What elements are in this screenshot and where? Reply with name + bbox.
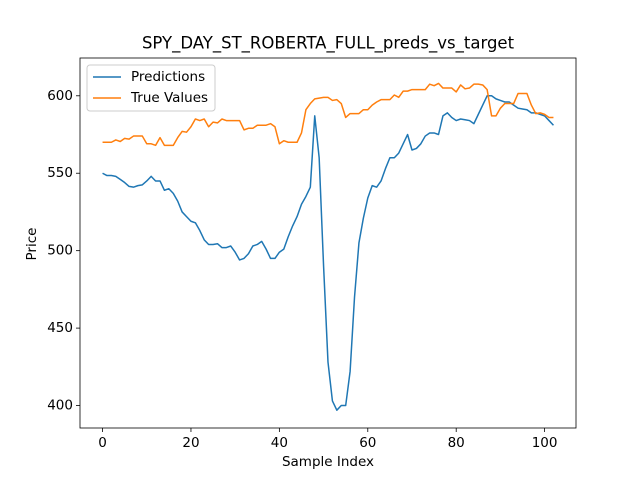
x-tick-label: 20 [182, 435, 199, 451]
x-tick-label: 40 [271, 435, 288, 451]
y-tick-label: 400 [47, 398, 73, 414]
x-axis-label: Sample Index [282, 454, 374, 470]
x-tick-label: 100 [532, 435, 558, 451]
y-tick-label: 500 [47, 243, 73, 259]
y-tick-label: 450 [47, 320, 73, 336]
legend-label: Predictions [131, 69, 205, 85]
line-series [102, 82, 554, 147]
y-tick-label: 600 [47, 88, 73, 104]
line-series [102, 95, 554, 411]
legend-label: True Values [130, 90, 208, 106]
plot-frame [79, 57, 577, 429]
x-tick-label: 0 [98, 435, 107, 451]
x-tick-label: 80 [448, 435, 465, 451]
x-tick-label: 60 [359, 435, 376, 451]
chart-title: SPY_DAY_ST_ROBERTA_FULL_preds_vs_target [142, 34, 515, 54]
legend: Predictions True Values [86, 64, 216, 112]
y-axis-label: Price [24, 228, 40, 261]
y-tick-label: 550 [47, 165, 73, 181]
